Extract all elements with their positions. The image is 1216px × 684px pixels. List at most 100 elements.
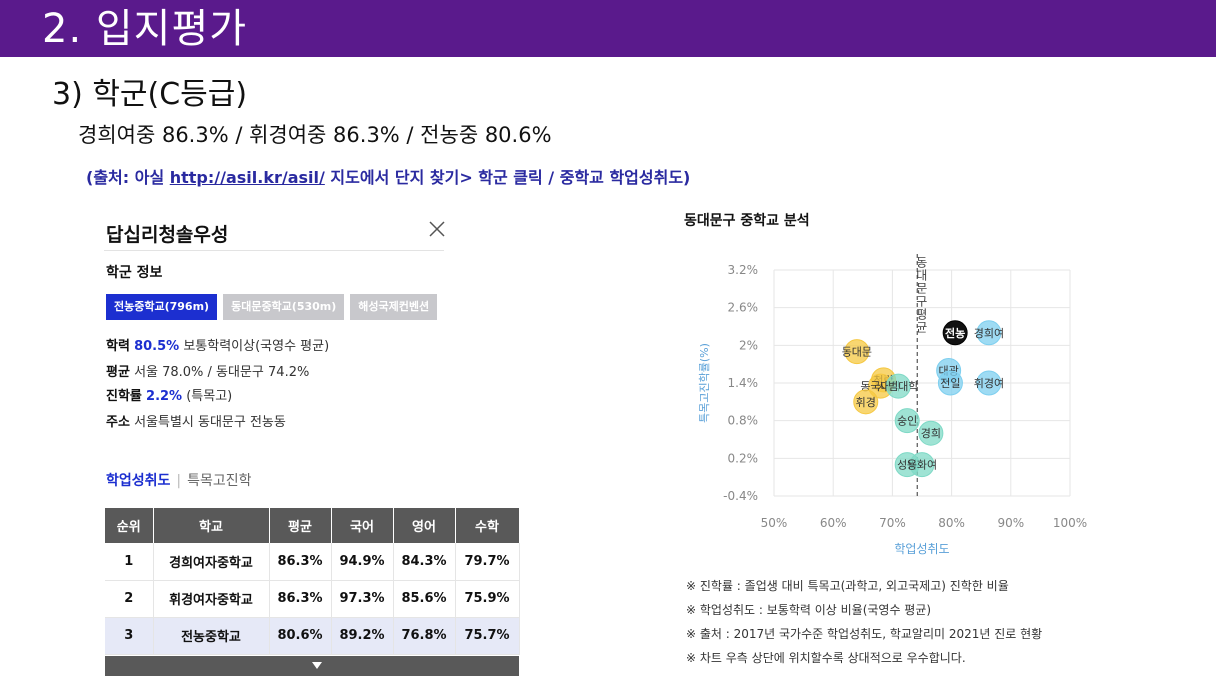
chip-jeonnong[interactable]: 전농중학교(796m) bbox=[106, 294, 218, 320]
info-advance: 진학률 2.2% (특목고) bbox=[106, 388, 232, 406]
x-tick-label: 50% bbox=[761, 516, 788, 530]
source-note: (출처: 아실 http://asil.kr/asil/ 지도에서 단지 찾기>… bbox=[86, 166, 690, 190]
data-point-label: 전일 bbox=[940, 376, 960, 390]
y-tick-label: 1.4% bbox=[728, 376, 759, 390]
cell-korean: 97.3% bbox=[331, 580, 394, 618]
x-tick-label: 90% bbox=[997, 516, 1024, 530]
data-point bbox=[844, 339, 870, 365]
title-bar: 2. 입지평가 bbox=[0, 0, 1216, 57]
x-tick-label: 60% bbox=[820, 516, 847, 530]
data-point bbox=[909, 452, 935, 478]
academic-value: 80.5% bbox=[134, 339, 180, 354]
close-icon[interactable] bbox=[428, 220, 446, 238]
data-point-label: 숭인 bbox=[897, 415, 917, 428]
data-point-label: 전농 bbox=[945, 326, 965, 340]
table-row: 1 경희여자중학교 86.3% 94.9% 84.3% 79.7% bbox=[105, 543, 520, 581]
academic-label: 학력 bbox=[106, 339, 130, 354]
note-line: ※ 차트 우측 상단에 위치할수록 상대적으로 우수합니다. bbox=[686, 651, 966, 665]
note-line: ※ 학업성취도 : 보통학력 이상 비율(국영수 평균) bbox=[686, 603, 932, 617]
data-point-label: 용화여 bbox=[907, 459, 937, 472]
cell-english: 85.6% bbox=[393, 580, 456, 618]
header-korean: 국어 bbox=[331, 508, 394, 543]
data-point bbox=[976, 320, 1002, 346]
info-address: 주소 서울특별시 동대문구 전농동 bbox=[106, 414, 286, 432]
data-point-label: 사범대학 bbox=[878, 380, 918, 393]
cell-school: 휘경여자중학교 bbox=[153, 580, 270, 618]
y-tick-label: 2% bbox=[739, 338, 758, 352]
cell-math: 75.7% bbox=[455, 617, 520, 655]
scatter-chart: 3.2% 2.6% 2% 1.4% 0.8% 0.2% -0.4%50% 60% 70% 80% 9… bbox=[698, 254, 1087, 556]
table-header-row: 순위 학교 평균 국어 영어 수학 bbox=[105, 508, 520, 543]
school-info-label: 학군 정보 bbox=[106, 265, 163, 281]
cell-average: 86.3% bbox=[269, 543, 332, 581]
info-average: 평균 서울 78.0% / 동대문구 74.2% bbox=[106, 364, 309, 382]
header-rank: 순위 bbox=[105, 508, 154, 543]
y-axis-label: 특목고진학률(%) bbox=[698, 343, 711, 423]
chip-dongdaemun[interactable]: 동대문중학교(530m) bbox=[223, 294, 345, 320]
chevron-down-icon[interactable] bbox=[312, 662, 322, 669]
cell-rank: 2 bbox=[105, 580, 154, 618]
data-point bbox=[976, 370, 1002, 396]
cell-english: 84.3% bbox=[393, 543, 456, 581]
data-point-label: 휘경 bbox=[856, 396, 876, 409]
x-axis-label: 학업성취도 bbox=[894, 542, 949, 556]
panel-tabs: 학업성취도 | 특목고진학 bbox=[106, 470, 252, 490]
data-point-label: 동대문 bbox=[842, 346, 872, 359]
data-point-label: 휘경여 bbox=[974, 377, 1004, 390]
page-title: 2. 입지평가 bbox=[42, 6, 248, 52]
tab-separator: | bbox=[176, 473, 182, 489]
data-point-label: 경희 bbox=[921, 427, 941, 440]
advance-desc: (특목고) bbox=[186, 389, 233, 404]
data-point bbox=[885, 373, 911, 399]
y-tick-label: 0.2% bbox=[728, 451, 759, 465]
average-line-label: 동대문구평균 bbox=[914, 256, 928, 334]
y-tick-label: 2.6% bbox=[728, 301, 759, 315]
data-point bbox=[918, 420, 944, 446]
avg-label: 평균 bbox=[106, 365, 130, 380]
data-point bbox=[894, 408, 920, 434]
data-point bbox=[853, 389, 879, 415]
advance-label: 진학률 bbox=[106, 389, 142, 404]
section-subtitle: 3) 학군(C등급) bbox=[52, 77, 248, 112]
y-tick-label: 3.2% bbox=[728, 263, 759, 277]
cell-rank: 3 bbox=[105, 617, 154, 655]
academic-desc: 보통학력이상(국영수 평균) bbox=[183, 339, 330, 354]
note-line: ※ 진학률 : 졸업생 대비 특목고(과학고, 외고국제고) 진학한 비율 bbox=[686, 579, 1009, 593]
cell-math: 79.7% bbox=[455, 543, 520, 581]
cell-average: 80.6% bbox=[269, 617, 332, 655]
cell-rank: 1 bbox=[105, 543, 154, 581]
address-value: 서울특별시 동대문구 전농동 bbox=[134, 415, 286, 430]
data-point bbox=[942, 320, 968, 346]
info-academic: 학력 80.5% 보통학력이상(국영수 평균) bbox=[106, 338, 329, 356]
table-row: 3 전농중학교 80.6% 89.2% 76.8% 75.7% bbox=[105, 617, 520, 655]
x-tick-label: 80% bbox=[938, 516, 965, 530]
y-tick-label: -0.4% bbox=[723, 489, 758, 503]
address-label: 주소 bbox=[106, 415, 130, 430]
note-line: ※ 출처 : 2017년 국가수준 학업성취도, 학교알리미 2021년 진로 … bbox=[686, 627, 1043, 641]
header-average: 평균 bbox=[269, 508, 332, 543]
data-point-label: 경희여 bbox=[974, 327, 1004, 340]
data-point bbox=[937, 370, 963, 396]
ranking-table: 순위 학교 평균 국어 영어 수학 1 경희여자중학교 86.3% 94.9% … bbox=[105, 508, 520, 655]
school-summary: 경희여중 86.3% / 휘경여중 86.3% / 전농중 80.6% bbox=[78, 123, 552, 147]
cell-english: 76.8% bbox=[393, 617, 456, 655]
chip-haesung[interactable]: 해성국제컨벤션 bbox=[350, 294, 438, 320]
chart-notes: ※ 진학률 : 졸업생 대비 특목고(과학고, 외고국제고) 진학한 비율 ※ … bbox=[686, 574, 1042, 670]
source-link[interactable]: http://asil.kr/asil/ bbox=[169, 168, 325, 187]
chart-title: 동대문구 중학교 분석 bbox=[684, 213, 810, 229]
panel-divider bbox=[104, 250, 444, 251]
y-tick-label: 0.8% bbox=[728, 414, 759, 428]
table-expand-bar[interactable] bbox=[105, 656, 519, 676]
school-chips: 전농중학교(796m) 동대문중학교(530m) 해성국제컨벤션 bbox=[106, 294, 440, 320]
tab-special-high[interactable]: 특목고진학 bbox=[187, 473, 252, 489]
x-tick-label: 70% bbox=[879, 516, 906, 530]
tab-achievement[interactable]: 학업성취도 bbox=[106, 473, 171, 489]
cell-math: 75.9% bbox=[455, 580, 520, 618]
cell-average: 86.3% bbox=[269, 580, 332, 618]
table-row: 2 휘경여자중학교 86.3% 97.3% 85.6% 75.9% bbox=[105, 580, 520, 618]
header-english: 영어 bbox=[393, 508, 456, 543]
x-tick-label: 100% bbox=[1053, 516, 1087, 530]
cell-school: 경희여자중학교 bbox=[153, 543, 270, 581]
apartment-name: 답십리청솔우성 bbox=[106, 224, 229, 246]
avg-value: 서울 78.0% / 동대문구 74.2% bbox=[134, 365, 310, 380]
